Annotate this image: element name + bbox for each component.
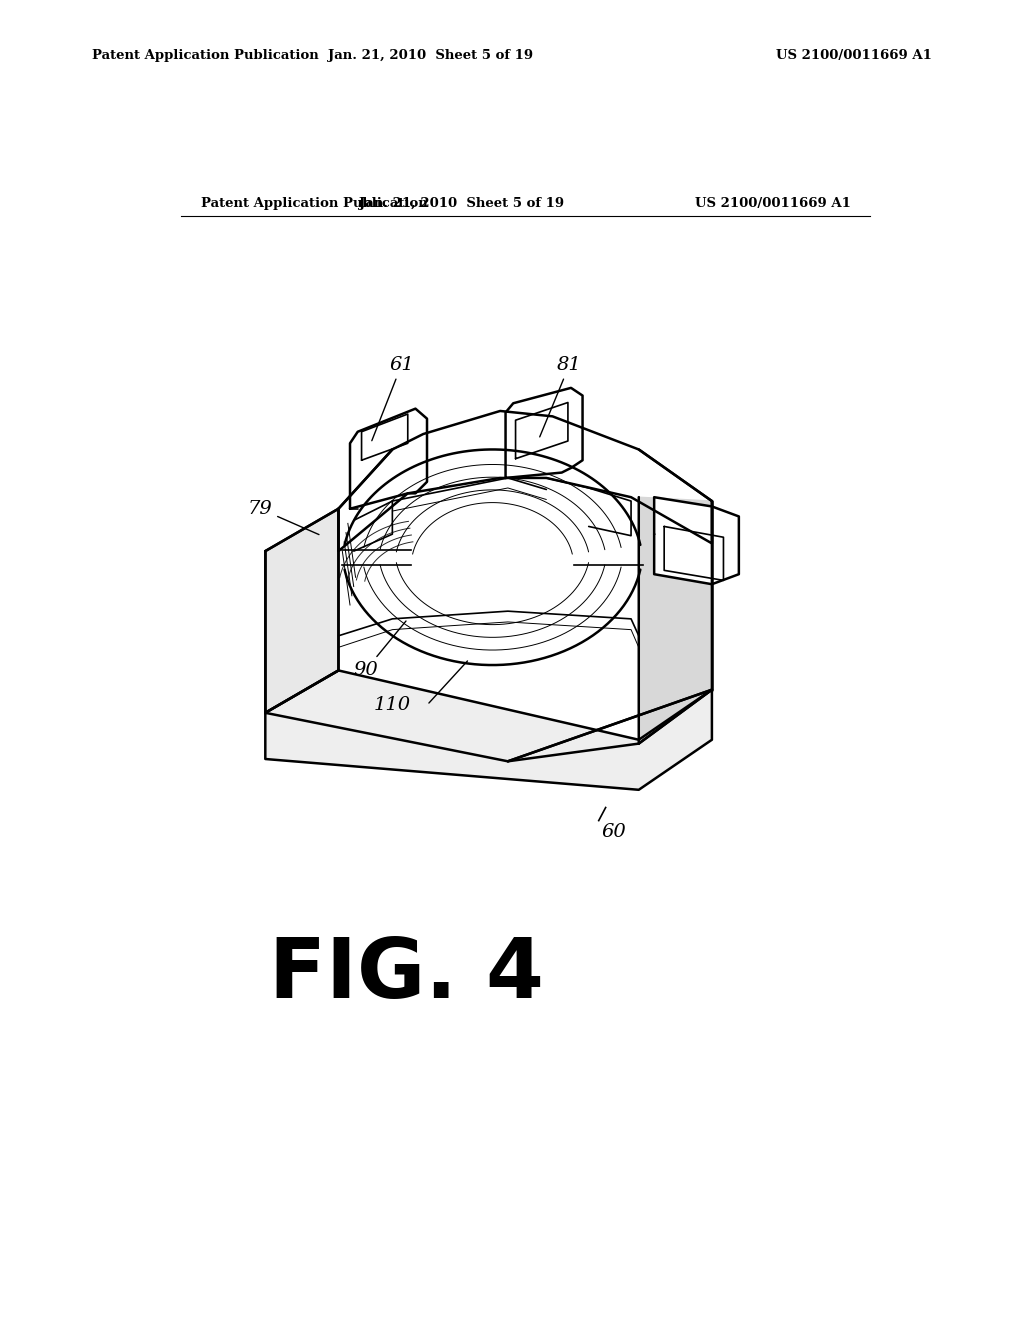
Text: 110: 110	[374, 696, 411, 714]
Text: Jan. 21, 2010  Sheet 5 of 19: Jan. 21, 2010 Sheet 5 of 19	[328, 49, 532, 62]
Text: Patent Application Publication: Patent Application Publication	[92, 49, 318, 62]
Polygon shape	[361, 414, 408, 461]
Text: 60: 60	[602, 824, 627, 841]
Polygon shape	[339, 411, 712, 552]
Polygon shape	[350, 409, 427, 508]
Text: 90: 90	[353, 620, 406, 680]
Polygon shape	[265, 671, 712, 789]
Text: US 2100/0011669 A1: US 2100/0011669 A1	[776, 49, 932, 62]
Polygon shape	[265, 508, 339, 713]
Text: 79: 79	[248, 500, 319, 535]
Polygon shape	[515, 403, 568, 459]
Polygon shape	[665, 527, 724, 581]
Polygon shape	[639, 498, 712, 743]
Text: Jan. 21, 2010  Sheet 5 of 19: Jan. 21, 2010 Sheet 5 of 19	[359, 197, 564, 210]
Text: US 2100/0011669 A1: US 2100/0011669 A1	[694, 197, 851, 210]
Polygon shape	[506, 388, 583, 478]
Text: Patent Application Publication: Patent Application Publication	[202, 197, 428, 210]
Text: 61: 61	[372, 356, 414, 441]
Text: 81: 81	[540, 356, 582, 437]
Text: FIG. 4: FIG. 4	[269, 935, 544, 1015]
Polygon shape	[654, 498, 739, 585]
